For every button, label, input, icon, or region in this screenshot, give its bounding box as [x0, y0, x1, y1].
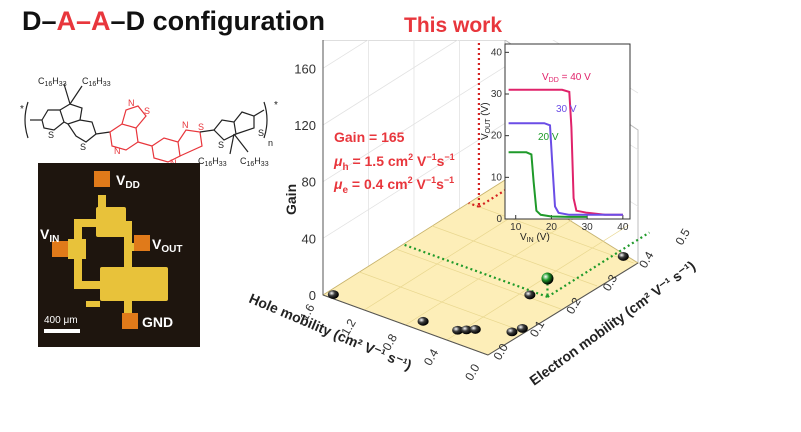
- end-star-left: *: [20, 104, 24, 115]
- atom-n-2: N: [114, 146, 121, 156]
- gain-axis-title: Gain: [283, 184, 299, 215]
- repeat-n: n: [268, 138, 273, 148]
- gnd-pad: [122, 313, 138, 329]
- right-chain-2: C16H33: [240, 156, 269, 166]
- floor-grid-line: [446, 224, 629, 341]
- inset-y-tick-label: 40: [491, 47, 503, 58]
- inset-ticks: 10 20 30 40 0 10 20 30 40: [491, 47, 629, 233]
- data-point: [417, 316, 429, 326]
- right-bracket: [263, 101, 268, 139]
- left-chain-2: C16H33: [82, 76, 111, 88]
- inset-x-label: VIN (V): [520, 232, 550, 244]
- floor-grid-line: [468, 202, 634, 264]
- inset-series-line: [508, 88, 623, 216]
- data-points: [327, 252, 629, 337]
- atom-n-1: N: [128, 98, 135, 108]
- gnd-label: GND: [142, 314, 173, 330]
- scale-bar: [44, 329, 80, 333]
- electron-axis-line: [487, 262, 639, 356]
- inset-frame: [504, 43, 631, 220]
- annotation-gain: Gain = 165: [334, 129, 405, 145]
- hole-tick-label: 0.0: [462, 361, 483, 383]
- wall-grid-line: [322, 40, 369, 69]
- inset-vtc-chart: 10 20 30 40 0 10 20 30 40 VDD = 40 V 30 V 20 V VIN…: [480, 43, 631, 244]
- inset-y-tick-label: 30: [491, 89, 503, 100]
- annotation-mu-e: μe = 0.4 cm2 V−1s−1: [333, 175, 454, 196]
- drop-line-floor: [468, 201, 480, 208]
- floor-grid-line: [432, 225, 598, 287]
- data-point: [452, 325, 464, 335]
- atom-s-6: S: [198, 122, 204, 132]
- left-chain-1: C16H33: [38, 76, 67, 88]
- gain-tick-label: 160: [294, 61, 316, 76]
- inset-series-label: 30 V: [556, 104, 577, 115]
- gain-tick-label: 40: [302, 231, 316, 246]
- molecule-structure: S S S S N S N N S N * * n C16H33 C16H33 …: [20, 76, 278, 166]
- atom-n-4: N: [170, 158, 177, 166]
- annotation-mu-h: μh = 1.5 cm2 V−1s−1: [333, 152, 455, 173]
- inset-y-tick-label: 20: [491, 131, 503, 142]
- data-point: [506, 327, 518, 337]
- floor-grid-line: [395, 248, 561, 310]
- atom-s-5: S: [144, 106, 150, 116]
- circuit-traces: [68, 195, 168, 317]
- vout-pad: [134, 235, 150, 251]
- atom-s-2: S: [80, 142, 86, 152]
- atom-s-4: S: [258, 128, 264, 138]
- data-point: [524, 290, 536, 300]
- hole-axis-line: [322, 294, 489, 356]
- inset-series-label: VDD = 40 V: [542, 72, 591, 84]
- floor-grid-line: [405, 209, 588, 326]
- device-micrograph: VDD VIN VOUT GND 400 μm: [38, 163, 200, 347]
- data-point: [469, 325, 481, 334]
- inset-series-label: 20 V: [538, 132, 559, 143]
- vin-label: VIN: [40, 226, 59, 245]
- vout-label: VOUT: [152, 236, 182, 255]
- vdd-label: VDD: [116, 172, 140, 191]
- gain-axis: 0 40 80 120 160: [294, 40, 324, 303]
- floor-grid: [359, 194, 634, 341]
- floor-grid-line: [359, 271, 525, 333]
- vdd-pad: [94, 171, 110, 187]
- inset-y-tick-label: 10: [491, 172, 503, 183]
- inset-series-line: [508, 151, 588, 218]
- inset-y-tick-label: 0: [496, 214, 502, 225]
- highlight-data-point: [541, 272, 554, 285]
- data-point: [460, 325, 472, 335]
- electron-tick-label: 0.5: [672, 226, 693, 248]
- inset-x-tick-label: 30: [582, 222, 594, 233]
- inset-x-tick-label: 40: [617, 222, 629, 233]
- inset-x-tick-label: 10: [510, 222, 522, 233]
- data-point: [516, 324, 528, 333]
- atom-s-1: S: [48, 130, 54, 140]
- inset-y-label: VOUT (V): [480, 102, 492, 140]
- gain-tick-label: 80: [302, 175, 316, 190]
- inset-x-tick-label: 20: [546, 222, 558, 233]
- driver-transistor: [100, 267, 168, 301]
- right-chain-1: C16H33: [198, 156, 227, 166]
- this-work-label: This work: [404, 14, 503, 37]
- load-transistor: [96, 207, 126, 237]
- left-bracket: [24, 101, 29, 139]
- vin-pad: [52, 241, 68, 257]
- electron-tick-label: 0.4: [636, 249, 657, 271]
- figure-title: D–A–A–D configuration: [22, 6, 326, 36]
- atom-n-3: N: [182, 120, 189, 130]
- data-point: [327, 290, 339, 299]
- drop-line-floor: [402, 243, 548, 298]
- atom-s-3: S: [218, 140, 224, 150]
- gain-tick-label: 120: [294, 118, 316, 133]
- drop-line-floor: [546, 231, 650, 298]
- scale-bar-label: 400 μm: [44, 315, 78, 326]
- inset-series: VDD = 40 V 30 V 20 V: [508, 72, 623, 218]
- hole-tick-label: 0.4: [421, 346, 442, 368]
- inset-series-line: [508, 122, 623, 216]
- data-point: [617, 252, 629, 261]
- gain-tick-label: 0: [309, 288, 316, 303]
- end-star-right: *: [274, 100, 278, 111]
